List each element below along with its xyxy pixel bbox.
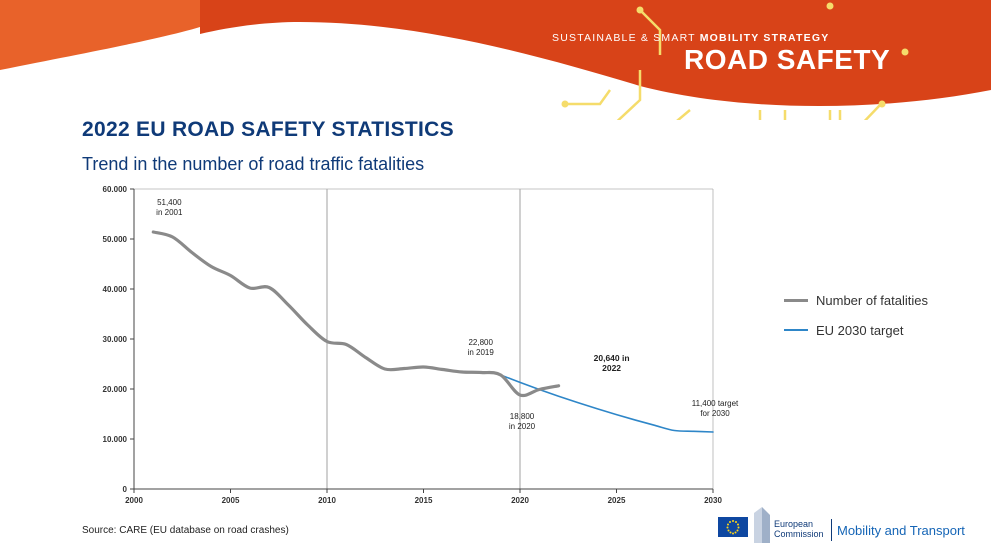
- ec-logo: European Commission Mobility and Transpo…: [708, 505, 991, 557]
- data-label-2019-2: in 2019: [468, 348, 495, 357]
- y-tick-label: 0: [123, 485, 128, 494]
- legend-label-target: EU 2030 target: [816, 322, 904, 338]
- x-tick-label: 2020: [511, 496, 529, 505]
- x-tick-label: 2025: [608, 496, 626, 505]
- y-tick-label: 20.000: [103, 385, 128, 394]
- ec-logo-text: European Commission: [774, 519, 824, 539]
- x-tick-label: 2000: [125, 496, 143, 505]
- banner-red-wave: [200, 0, 991, 107]
- banner-tagline: SUSTAINABLE & SMART MOBILITY STRATEGY: [552, 32, 829, 44]
- y-tick-label: 30.000: [103, 335, 128, 344]
- x-tick-label: 2010: [318, 496, 336, 505]
- ec-logo-line1: European: [774, 519, 814, 529]
- x-tick-label: 2030: [704, 496, 722, 505]
- legend-item-fatalities: Number of fatalities: [784, 285, 928, 315]
- ec-building-icon: [754, 507, 770, 543]
- data-label-2030-1: 11,400 target: [692, 399, 739, 408]
- logo-divider: [831, 519, 832, 541]
- legend-swatch-target: [784, 329, 808, 331]
- y-tick-label: 40.000: [103, 285, 128, 294]
- circuit-decoration: [565, 9, 881, 120]
- circuit-nodes: [561, 2, 909, 108]
- legend-label-fatalities: Number of fatalities: [816, 292, 928, 308]
- y-tick-label: 10.000: [103, 435, 128, 444]
- tagline-regular: SUSTAINABLE & SMART: [552, 32, 696, 44]
- legend-item-target: EU 2030 target: [784, 315, 928, 345]
- tagline-bold: MOBILITY STRATEGY: [699, 32, 830, 44]
- data-label-2020-2: in 2020: [509, 422, 536, 431]
- ec-logo-line2: Commission: [774, 529, 824, 539]
- data-label-2020-1: 18,800: [510, 412, 535, 421]
- header-banner: [0, 0, 991, 120]
- y-tick-label: 50.000: [103, 235, 128, 244]
- department-name: Mobility and Transport: [837, 523, 965, 538]
- fatalities-line: [151, 230, 561, 398]
- data-label-2022-1: 20,640 in: [594, 353, 630, 363]
- data-label-2019-1: 22,800: [468, 338, 493, 347]
- x-tick-label: 2015: [415, 496, 433, 505]
- source-note: Source: CARE (EU database on road crashe…: [82, 525, 289, 536]
- legend-swatch-fatalities: [784, 298, 808, 302]
- data-label-2001-1: 51,400: [157, 198, 182, 207]
- data-label-2001-2: in 2001: [156, 208, 183, 217]
- x-tick-label: 2005: [222, 496, 240, 505]
- chart-legend: Number of fatalities EU 2030 target: [784, 285, 928, 345]
- data-label-2022-2: 2022: [602, 363, 621, 373]
- eu-flag-icon: [718, 517, 748, 537]
- page-title: 2022 EU ROAD SAFETY STATISTICS: [82, 118, 454, 141]
- banner-orange-wave: [0, 0, 250, 70]
- y-tick-label: 60.000: [103, 185, 128, 194]
- page-subtitle: Trend in the number of road traffic fata…: [82, 154, 425, 174]
- data-label-2030-2: for 2030: [700, 409, 730, 418]
- banner-title: ROAD SAFETY: [684, 44, 891, 75]
